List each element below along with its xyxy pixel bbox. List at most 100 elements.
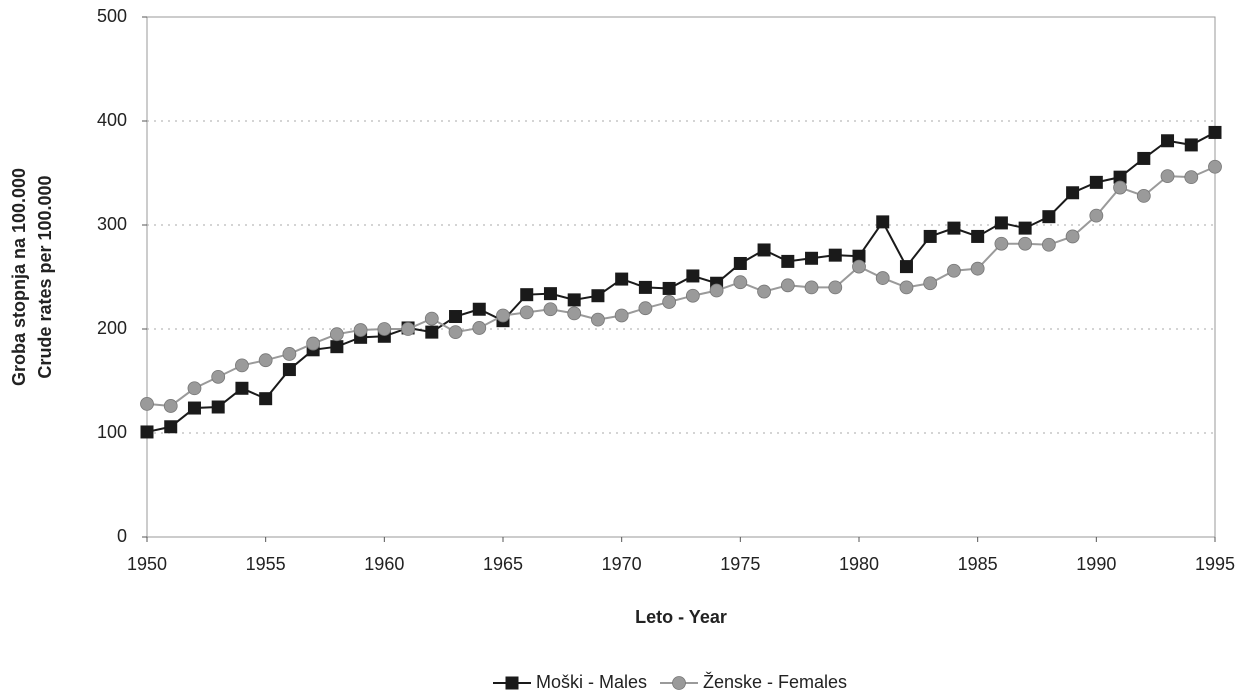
y-tick-label: 500: [97, 6, 127, 26]
data-point: [994, 236, 1009, 251]
plot-area: [146, 16, 1216, 538]
data-point: [567, 293, 581, 307]
x-tick-label: 1965: [483, 554, 523, 574]
data-point: [519, 305, 534, 320]
x-tick-label: 1955: [246, 554, 286, 574]
x-tick-label: 1995: [1195, 554, 1235, 574]
data-point: [947, 263, 961, 278]
data-point: [235, 381, 249, 395]
data-point: [591, 312, 605, 327]
legend-label: Ženske - Females: [703, 672, 847, 692]
data-point: [828, 248, 842, 262]
y-axis-label: Groba stopnja na 100.000: [9, 168, 29, 386]
y-tick-label: 300: [97, 214, 127, 234]
data-point: [757, 243, 771, 257]
data-point: [805, 251, 819, 265]
data-point: [1161, 134, 1175, 148]
data-point: [615, 272, 629, 286]
data-point: [329, 327, 344, 342]
data-point: [306, 336, 321, 351]
data-point: [852, 249, 866, 263]
data-point: [330, 340, 344, 354]
data-point: [1018, 236, 1033, 251]
data-point: [899, 260, 913, 274]
data-point: [947, 221, 961, 235]
data-point: [1089, 175, 1103, 189]
data-point: [187, 381, 202, 396]
data-point: [1113, 170, 1127, 184]
data-point: [875, 271, 890, 285]
data-point: [994, 216, 1008, 230]
data-point: [567, 306, 582, 321]
data-point: [211, 400, 225, 414]
y-tick-label: 0: [117, 526, 127, 546]
data-point: [1066, 186, 1080, 200]
data-point: [591, 289, 605, 303]
data-point: [282, 347, 297, 361]
series-line: [146, 165, 1216, 407]
data-point: [971, 229, 985, 243]
data-point: [259, 392, 273, 406]
data-point: [235, 358, 249, 373]
data-point: [638, 301, 653, 316]
legend-marker: [672, 676, 686, 690]
x-axis-label: Leto - Year: [635, 607, 727, 627]
data-point: [472, 321, 487, 335]
data-point: [1208, 125, 1222, 139]
data-point: [1113, 180, 1127, 195]
data-point: [686, 269, 700, 283]
data-point: [781, 254, 795, 268]
data-point: [970, 261, 985, 276]
data-point: [449, 310, 463, 324]
x-tick-label: 1975: [720, 554, 760, 574]
data-point: [543, 302, 558, 317]
x-tick-label: 1990: [1076, 554, 1116, 574]
data-point: [353, 323, 368, 337]
data-point: [1160, 169, 1175, 184]
data-point: [733, 256, 747, 270]
data-point: [804, 280, 819, 295]
legend-marker: [505, 676, 519, 690]
data-point: [828, 280, 843, 295]
data-point: [424, 311, 439, 326]
x-tick-label: 1980: [839, 554, 879, 574]
data-point: [258, 353, 273, 368]
y-tick-label: 400: [97, 110, 127, 130]
data-point: [164, 420, 178, 434]
data-point: [543, 287, 557, 301]
data-point: [1065, 229, 1080, 244]
data-point: [662, 295, 677, 309]
data-point: [923, 276, 938, 291]
data-point: [520, 288, 534, 302]
data-point: [899, 280, 914, 295]
data-point: [140, 396, 154, 411]
data-point: [1184, 170, 1199, 185]
data-point: [282, 363, 296, 377]
data-point: [187, 401, 201, 415]
data-point: [1042, 210, 1056, 224]
data-point: [685, 288, 700, 303]
data-point: [448, 325, 463, 340]
data-point: [1137, 151, 1151, 165]
data-point: [662, 281, 676, 295]
y-axis-label: Crude rates per 100.000: [35, 175, 55, 378]
series-line: [146, 131, 1216, 433]
data-point: [472, 302, 486, 316]
data-point: [614, 308, 629, 323]
data-point: [211, 369, 226, 384]
data-point: [163, 399, 178, 413]
data-point: [1136, 188, 1151, 203]
data-point: [1208, 159, 1222, 174]
data-point: [1089, 208, 1104, 223]
data-point: [1041, 237, 1056, 252]
data-point: [1018, 221, 1032, 235]
data-point: [757, 284, 771, 299]
x-tick-label: 1950: [127, 554, 167, 574]
data-point: [401, 322, 415, 336]
data-point: [923, 229, 937, 243]
data-point: [377, 322, 392, 336]
data-point: [425, 325, 439, 339]
data-point: [852, 259, 866, 274]
x-tick-label: 1985: [958, 554, 998, 574]
x-tick-label: 1960: [364, 554, 404, 574]
